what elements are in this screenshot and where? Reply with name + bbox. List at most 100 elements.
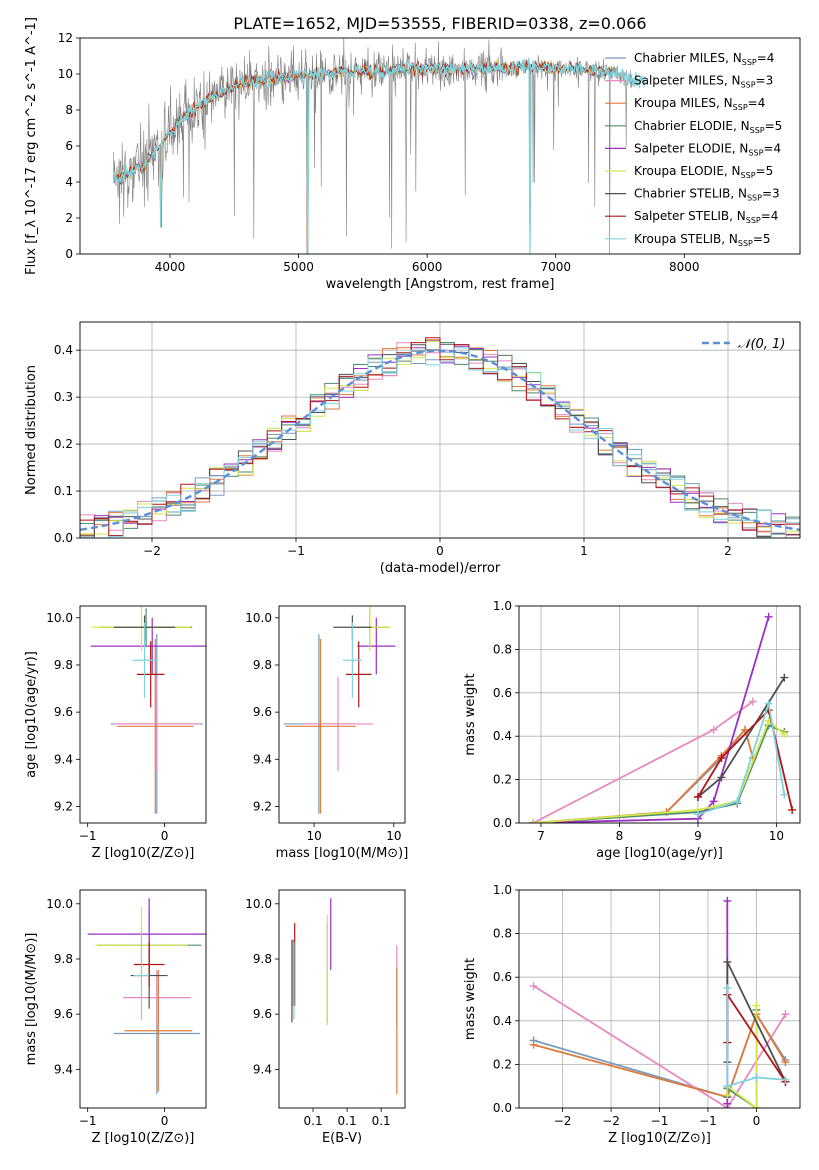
legend-subscript: SSP <box>742 58 757 67</box>
legend-subscript: SSP <box>733 103 748 112</box>
legend-lib: Salpeter ELODIE, N <box>634 141 748 155</box>
legend-n: =4 <box>748 96 766 110</box>
y-tick-label: 0.4 <box>54 343 73 357</box>
y-tick-label: 9.2 <box>54 799 73 813</box>
x-tick-label: 0 <box>161 1114 169 1128</box>
x-tick-label: −2 <box>602 1114 620 1128</box>
legend-label: Kroupa MILES, NSSP=4 <box>634 96 765 112</box>
errorbar-point <box>136 641 165 708</box>
mass-weight-marker <box>723 957 732 966</box>
x-tick-label: −1 <box>79 829 97 843</box>
legend-label: Chabrier ELODIE, NSSP=5 <box>634 119 782 135</box>
mass-weight-marker <box>781 1075 790 1084</box>
mass-weight-marker <box>693 810 702 819</box>
residual-histogram <box>80 337 800 536</box>
x-axis-label: age [log10(age/yr)] <box>596 846 723 861</box>
y-tick-label: 1.0 <box>493 883 512 897</box>
mass-weight-marker <box>709 797 718 806</box>
mass-weight-marker <box>529 819 538 823</box>
mass-weight-marker <box>748 697 757 706</box>
legend-n: =5 <box>753 232 771 246</box>
mass-weight-marker <box>717 753 726 762</box>
x-tick-label: 0 <box>161 829 169 843</box>
errorbar-point <box>90 617 206 675</box>
figure-title: PLATE=1652, MJD=53555, FIBERID=0338, z=0… <box>233 14 646 33</box>
x-tick-label: 10 <box>386 829 401 843</box>
spectrum-model-line <box>113 59 614 254</box>
normal-reference-curve <box>80 349 800 531</box>
x-axis-label: mass [log10(M/M⊙)] <box>276 846 409 861</box>
mass-weight-marker <box>780 730 789 739</box>
legend-lib: Chabrier MILES, N <box>634 51 742 65</box>
y-tick-label: 10 <box>58 67 73 81</box>
plot-frame <box>278 889 406 1109</box>
plot-area <box>283 606 396 814</box>
plot-frame <box>518 889 801 1109</box>
y-tick-label: 9.6 <box>54 705 73 719</box>
plot-frame <box>79 605 207 824</box>
spectrum-model-tail <box>632 71 646 89</box>
mass-weight-marker <box>780 790 789 799</box>
legend-label: Chabrier MILES, NSSP=4 <box>634 51 774 67</box>
x-tick-label: 5000 <box>283 260 314 274</box>
errorbar-point <box>302 676 374 772</box>
y-tick-label: 0.3 <box>54 390 73 404</box>
y-tick-label: 4 <box>65 175 73 189</box>
y-axis-label: mass weight <box>463 958 478 1040</box>
errorbar-point <box>124 970 193 1092</box>
errorbar-point <box>132 622 157 698</box>
y-tick-label: 0.0 <box>493 816 512 830</box>
mass-weight-marker <box>723 1082 732 1091</box>
plot-frame <box>518 605 801 824</box>
mass-weight-marker <box>752 1001 761 1010</box>
y-tick-label: 0.2 <box>493 773 512 787</box>
mass-weight-marker <box>752 1073 761 1082</box>
x-tick-label: 10 <box>306 829 321 843</box>
y-tick-label: 9.6 <box>253 705 272 719</box>
panel-age-vs-mass: 10 10 9.2 9.4 9.6 9.8 10.0 mass [log10(M/M⊙)] <box>245 605 409 861</box>
y-tick-label: 9.8 <box>253 952 272 966</box>
mass-weight-marker <box>752 1104 761 1108</box>
legend-subscript: SSP <box>750 126 765 135</box>
plot-area <box>529 896 790 1108</box>
errorbar-point <box>133 931 150 1020</box>
plot-frame <box>79 889 207 1109</box>
plot-area <box>291 898 398 1095</box>
legend-subscript: SSP <box>746 216 761 225</box>
y-tick-label: 2 <box>65 211 73 225</box>
y-axis-label: mass [log10(M/M⊙)] <box>24 933 39 1066</box>
panel-age-vs-Z: −1 0 9.2 9.4 9.6 9.8 10.0 Z [log10(Z/Z⊙)] age [l… <box>24 605 207 861</box>
mass-weight-marker <box>723 1099 732 1108</box>
y-tick-label: 9.8 <box>253 658 272 672</box>
y-tick-label: 0 <box>65 247 73 261</box>
y-tick-label: 9.2 <box>253 799 272 813</box>
plot-frame <box>79 321 801 539</box>
legend-subscript: SSP <box>738 239 753 248</box>
mass-weight-line <box>726 988 786 1088</box>
mass-weight-marker <box>780 673 789 682</box>
legend-label: Chabrier STELIB, NSSP=3 <box>634 187 780 203</box>
errorbar-point <box>123 970 191 1026</box>
errorbar-point <box>285 639 356 814</box>
legend-n: =3 <box>756 74 774 88</box>
legend-label: Salpeter MILES, NSSP=3 <box>634 74 773 90</box>
mass-weight-marker <box>723 984 732 993</box>
plot-frame <box>79 37 801 255</box>
x-tick-label: 0.1 <box>372 1114 391 1128</box>
y-tick-label: 10.0 <box>245 897 272 911</box>
errorbar-point <box>357 617 396 675</box>
legend-n: =4 <box>757 51 775 65</box>
legend-subscript: SSP <box>747 194 762 203</box>
panel-spectrum: 4000 5000 6000 7000 8000 0 2 4 6 8 10 12 wavelength … <box>24 17 801 292</box>
legend-n: =5 <box>756 164 774 178</box>
x-tick-label: −1 <box>79 1114 97 1128</box>
legend-subscript: SSP <box>741 171 756 180</box>
mass-weight-marker <box>693 792 702 801</box>
y-tick-label: 9.4 <box>253 752 272 766</box>
spectrum-model-line <box>113 59 614 254</box>
y-tick-label: 9.4 <box>54 1062 73 1076</box>
legend-lib: Chabrier ELODIE, N <box>634 119 750 133</box>
y-tick-label: 0.0 <box>54 531 73 545</box>
y-tick-label: 0.4 <box>493 729 512 743</box>
legend-lib: Salpeter STELIB, N <box>634 209 746 223</box>
